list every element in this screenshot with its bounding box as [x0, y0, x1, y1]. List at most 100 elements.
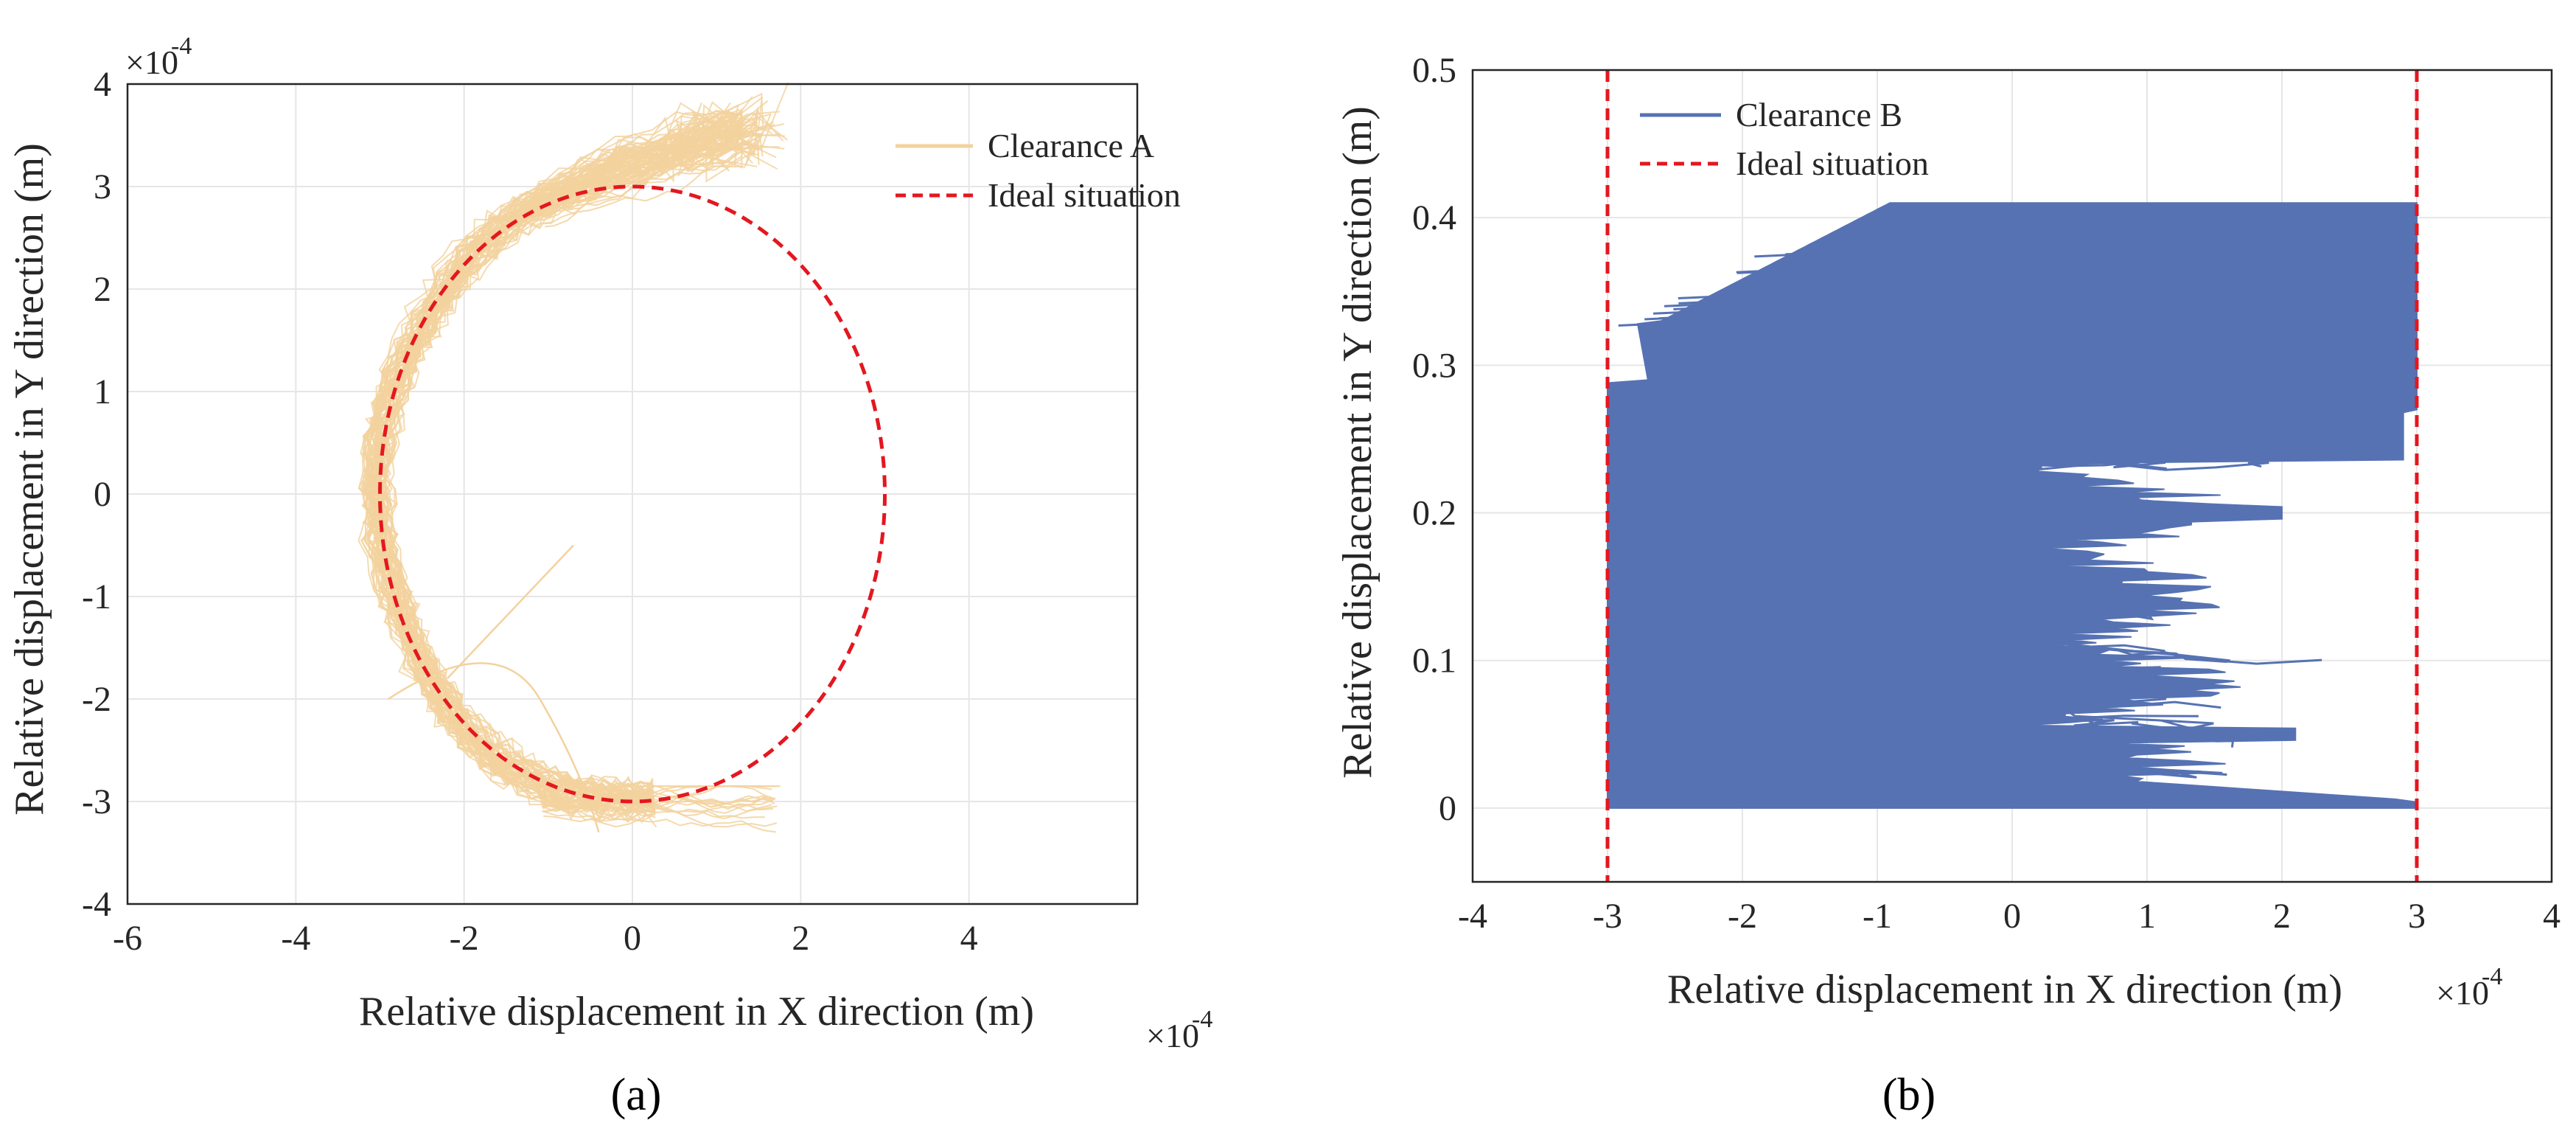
panel-b-clearance-b-trace	[2090, 757, 2198, 766]
panel-b-clearance-b-trace	[2032, 737, 2147, 758]
panel-a-x-tick-label: -2	[450, 919, 479, 958]
panel-a-clearance-a-stray-loop	[388, 662, 600, 833]
panel-b-x-tick-label: 3	[2408, 897, 2426, 936]
panel-b-y-tick-labels: 0 0.1 0.2 0.3 0.4 0.5	[1412, 51, 1456, 828]
panel-b-clearance-b-trace	[2010, 458, 2166, 469]
panel-b-legend-label-ideal: Ideal situation	[1736, 145, 1929, 182]
panel-a-y-exponent-power: -4	[171, 32, 192, 60]
panel-b-clearance-b-trace	[2070, 492, 2141, 503]
panel-a-x-tick-labels: -6 -4 -2 0 2 4	[113, 919, 978, 958]
panel-b-x-exponent-power: -4	[2482, 963, 2502, 990]
panel-b-clearance-b-trace	[2059, 763, 2227, 776]
panel-a-ideal-circle	[378, 184, 887, 804]
panel-b-clearance-b-trace	[2073, 719, 2162, 729]
panel-b-clearance-b-trace	[1984, 575, 2115, 588]
panel-b-clearance-b-trace	[2006, 639, 2165, 654]
panel-a-axes-box	[126, 83, 1139, 905]
panel-b-clearance-b-trace	[1938, 457, 2038, 470]
panel-b-clearance-b-trace	[1998, 659, 2161, 673]
panel-a-caption: (a)	[611, 1070, 662, 1120]
panel-a-clearance-a-orbit	[375, 82, 789, 821]
panel-b-x-axis-label: Relative displacement in X direction (m)	[1667, 967, 2342, 1012]
panel-b-caption: (b)	[1882, 1070, 1936, 1120]
panel-b-clearance-b-trace	[1997, 762, 2084, 787]
panel-a-x-tick-label: -4	[281, 919, 310, 958]
panel-b-x-tick-label: 1	[2138, 897, 2156, 936]
panel-b-x-exponent-base: ×10	[2436, 974, 2489, 1012]
panel-a-x-tick-label: 4	[960, 919, 978, 958]
panel-a-x-tick-label: -6	[113, 919, 142, 958]
panel-b-clearance-b-trace	[2032, 445, 2101, 460]
panel-a-x-tick-label: 0	[624, 919, 641, 958]
panel-b-clearance-b-upper-trace	[1678, 289, 1840, 299]
panel-b-legend-label-clearance-b: Clearance B	[1736, 96, 1902, 133]
panel-b-clearance-b-trace	[1975, 664, 2017, 675]
panel-b-clearance-b-upper-trace	[1644, 310, 1807, 321]
panel-b-clearance-b-trace	[2053, 457, 2269, 471]
panel-a-y-axis-label: Relative displacement in Y direction (m)	[7, 143, 52, 816]
panel-a-y-exponent-base: ×10	[125, 44, 178, 81]
panel-b-clearance-b-upper-trace	[1785, 246, 1948, 256]
panel-b-y-tick-label: 0.3	[1412, 346, 1456, 385]
panel-b-y-tick-label: 0	[1439, 789, 1456, 828]
panel-b-x-exponent: ×10 -4	[2436, 963, 2502, 1012]
panel-a-clearance-a-upper-cluster	[545, 114, 743, 200]
panel-a-y-exponent: ×10 -4	[125, 32, 192, 81]
panel-b-clearance-b-trace	[1961, 608, 2154, 621]
panel-b-clearance-b-upper-trace	[1673, 300, 1836, 310]
panel-b-x-tick-label: -3	[1593, 897, 1622, 936]
panel-b-clearance-b-trace	[2016, 412, 2145, 426]
panel-b-x-tick-label: 4	[2543, 897, 2561, 936]
panel-b-x-tick-label: -4	[1458, 897, 1487, 936]
panel-b-y-tick-label: 0.2	[1412, 494, 1456, 533]
panel-a-clearance-a-upper-cluster	[546, 112, 743, 197]
panel-b-clearance-b-trace	[2094, 686, 2205, 712]
panel-b-clearance-b-trace	[2067, 710, 2214, 730]
panel-b: -4 -3 -2 -1 0 1 2 3 4 0 0.1 0.2 0.3 0.4 0.5 Relative …	[1335, 51, 2561, 1120]
panel-b-clearance-b-upper-trace	[1664, 297, 1826, 307]
panel-a-plot-area	[357, 82, 887, 833]
panel-b-x-tick-label: 2	[2273, 897, 2291, 936]
panel-a-clearance-a-lower-tail	[541, 794, 776, 814]
panel-a-y-tick-label: 1	[94, 372, 111, 411]
panel-a-clearance-a-stray-line	[446, 544, 575, 680]
panel-a-y-tick-label: 0	[94, 475, 111, 514]
panel-b-clearance-b-trace	[2060, 421, 2113, 433]
panel-b-clearance-b-trace	[1986, 464, 2084, 476]
panel-a-y-tick-label: -1	[82, 577, 111, 616]
panel-a-legend-label-ideal: Ideal situation	[988, 176, 1181, 214]
panel-a-y-tick-label: -4	[82, 885, 111, 924]
panel-b-clearance-b-trace	[1999, 631, 2230, 662]
panel-b-clearance-b-trace	[1966, 563, 2092, 574]
panel-a-y-tick-label: 3	[94, 167, 111, 206]
panel-b-clearance-b-upper-trace	[1618, 317, 1781, 327]
panel-a-y-tick-label: 2	[94, 270, 111, 309]
panel-a-legend-label-clearance-a: Clearance A	[988, 127, 1154, 164]
panel-b-clearance-b-trace	[1997, 524, 2127, 537]
panel-a-x-exponent: ×10 -4	[1146, 1006, 1212, 1054]
panel-b-y-tick-label: 0.4	[1412, 198, 1456, 237]
panel-a-legend: Clearance A Ideal situation	[896, 127, 1181, 214]
panel-b-clearance-b-trace	[2042, 700, 2221, 709]
panel-a-x-exponent-base: ×10	[1146, 1017, 1199, 1054]
panel-a-y-tick-label: 4	[94, 65, 111, 104]
panel-a-clearance-a-lower-tail	[543, 804, 772, 828]
panel-a-x-axis-label: Relative displacement in X direction (m)	[359, 989, 1034, 1035]
panel-b-clearance-b-upper-trace	[1653, 305, 1815, 315]
panel-b-clearance-b-upper-trace	[1736, 263, 1899, 274]
panel-a-clearance-a-lower-tail	[543, 795, 772, 810]
panel-b-clearance-b-trace	[1995, 453, 2167, 470]
panel-b-x-tick-label: -1	[1863, 897, 1892, 936]
panel-b-x-tick-labels: -4 -3 -2 -1 0 1 2 3 4	[1458, 897, 2561, 936]
panel-b-legend: Clearance B Ideal situation	[1640, 96, 1929, 182]
panel-b-y-tick-label: 0.5	[1412, 51, 1456, 90]
panel-b-plot-area	[1605, 70, 2419, 882]
panel-b-x-tick-label: -2	[1728, 897, 1757, 936]
panel-a-x-exponent-power: -4	[1192, 1006, 1212, 1033]
panel-b-clearance-b-trace	[2088, 724, 2235, 748]
panel-b-y-axis-label: Relative displacement in Y direction (m)	[1335, 106, 1381, 779]
panel-a-y-tick-label: -2	[82, 680, 111, 719]
panel-b-clearance-b-upper-trace	[1678, 294, 1841, 305]
